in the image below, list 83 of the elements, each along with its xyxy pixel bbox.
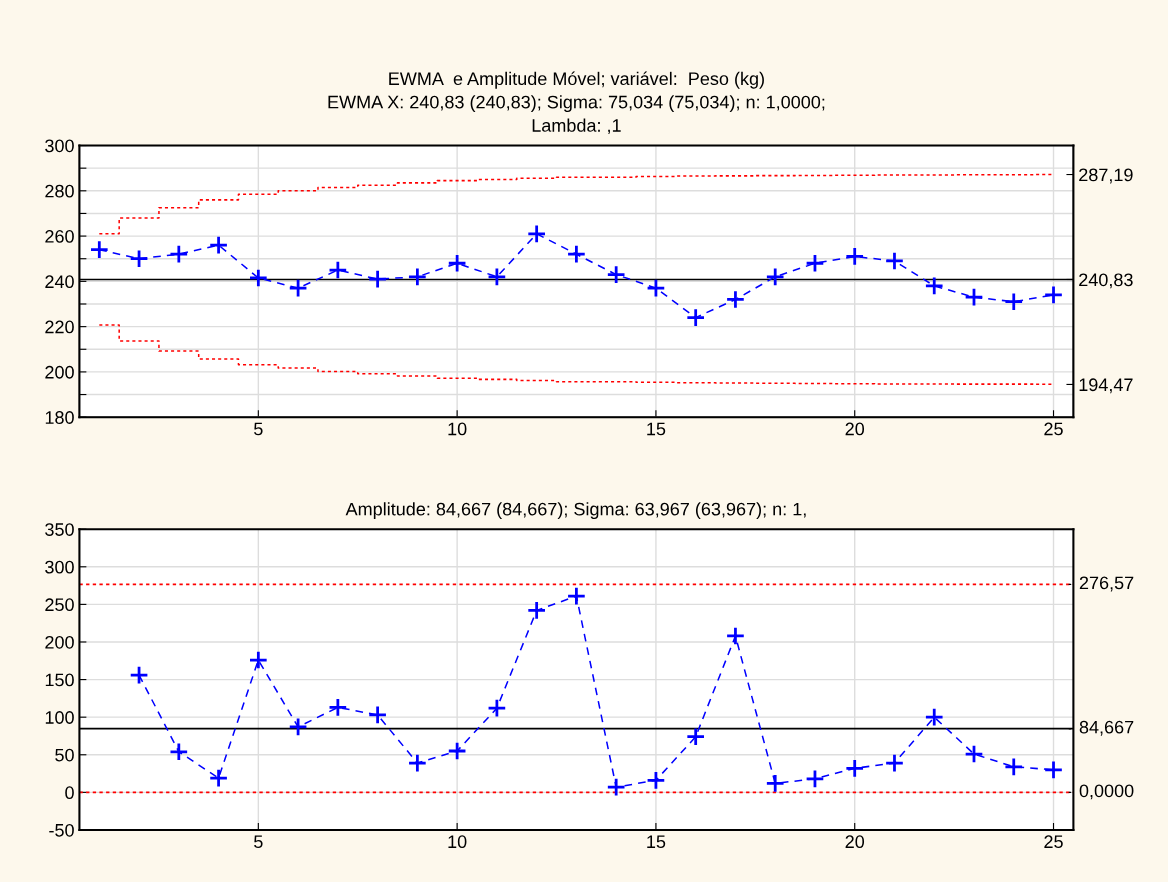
point bbox=[89, 239, 110, 260]
x-tick-label: 15 bbox=[647, 422, 666, 436]
y-tick-label: 50 bbox=[55, 748, 74, 762]
y-tick-label: 350 bbox=[45, 523, 74, 536]
point bbox=[248, 650, 269, 670]
point bbox=[725, 626, 746, 646]
point bbox=[367, 269, 388, 289]
x-tick-label: 10 bbox=[448, 835, 467, 849]
y2-tick-label: 240,83 bbox=[1079, 273, 1133, 289]
y-tick-label: 280 bbox=[45, 184, 74, 198]
y-tick-label: 0 bbox=[65, 786, 74, 800]
y-tick-label: 300 bbox=[45, 139, 74, 153]
point bbox=[845, 758, 865, 779]
point bbox=[845, 246, 865, 267]
point bbox=[288, 717, 308, 737]
ref-line-label: 84,667 bbox=[1079, 720, 1134, 736]
point bbox=[208, 235, 229, 255]
point bbox=[288, 278, 308, 298]
point bbox=[1004, 757, 1024, 777]
x-tick-label: 25 bbox=[1044, 835, 1063, 849]
point bbox=[248, 268, 269, 288]
point bbox=[685, 307, 706, 328]
point bbox=[924, 276, 944, 296]
point bbox=[447, 741, 467, 761]
point bbox=[526, 600, 547, 621]
point bbox=[367, 705, 388, 725]
point bbox=[129, 249, 149, 269]
point bbox=[328, 697, 348, 718]
point bbox=[606, 777, 626, 797]
y-tick-label: 200 bbox=[45, 635, 74, 649]
point bbox=[1043, 285, 1064, 305]
chart-title: EWMA e Amplitude Móvel; variável: Peso (kg) EWMA X: 240,83 (240,83); Sigma: 75,034 (75,034); n: 1,0000; Lambda: ,1 bbox=[328, 71, 825, 134]
x-tick-label: 10 bbox=[448, 422, 467, 436]
y-tick-label: 150 bbox=[45, 673, 74, 687]
y-tick-label: 300 bbox=[45, 560, 74, 574]
point bbox=[407, 753, 428, 773]
y-tick-label: 180 bbox=[45, 411, 74, 424]
y2-tick-label: 287,19 bbox=[1079, 168, 1133, 184]
y-tick-label: 200 bbox=[45, 365, 74, 379]
x-tick-label: 20 bbox=[845, 835, 865, 849]
point bbox=[805, 769, 825, 789]
y-tick-label: 220 bbox=[45, 320, 74, 334]
ref-line-label: 0,0000 bbox=[1079, 784, 1134, 800]
point bbox=[606, 264, 626, 285]
point bbox=[1043, 760, 1064, 780]
point bbox=[447, 253, 467, 273]
point bbox=[526, 224, 547, 244]
y-tick-label: 100 bbox=[45, 711, 74, 724]
point bbox=[1004, 292, 1024, 312]
point bbox=[685, 727, 706, 747]
x-tick-label: 25 bbox=[1044, 422, 1063, 436]
point bbox=[725, 289, 746, 310]
point bbox=[964, 287, 984, 307]
point bbox=[646, 278, 666, 298]
point bbox=[208, 768, 229, 788]
chart-title: Amplitude: 84,667 (84,667); Sigma: 63,967 (63,967); n: 1, bbox=[345, 502, 806, 520]
point bbox=[964, 744, 984, 764]
point bbox=[487, 698, 507, 718]
x-tick-label: 5 bbox=[254, 835, 263, 849]
point bbox=[566, 244, 587, 264]
ref-line-label: 276,57 bbox=[1079, 576, 1134, 592]
point bbox=[884, 753, 905, 773]
x-tick-label: 15 bbox=[647, 835, 666, 849]
point bbox=[884, 251, 905, 271]
y2-tick-label: 194,47 bbox=[1079, 378, 1133, 394]
point bbox=[407, 267, 428, 287]
point bbox=[566, 586, 587, 606]
y-tick-label: 260 bbox=[45, 230, 74, 243]
point bbox=[487, 267, 507, 287]
point bbox=[805, 253, 825, 273]
point bbox=[765, 267, 785, 287]
x-tick-label: 20 bbox=[845, 422, 865, 436]
point bbox=[765, 773, 785, 794]
y-tick-label: -50 bbox=[49, 823, 74, 837]
x-tick-label: 5 bbox=[254, 422, 263, 436]
point bbox=[169, 244, 189, 264]
point bbox=[129, 665, 149, 685]
point bbox=[924, 707, 944, 727]
point bbox=[328, 260, 348, 280]
y-tick-label: 240 bbox=[45, 275, 74, 289]
point bbox=[169, 742, 189, 762]
point bbox=[646, 770, 666, 791]
y-tick-label: 250 bbox=[45, 598, 74, 612]
